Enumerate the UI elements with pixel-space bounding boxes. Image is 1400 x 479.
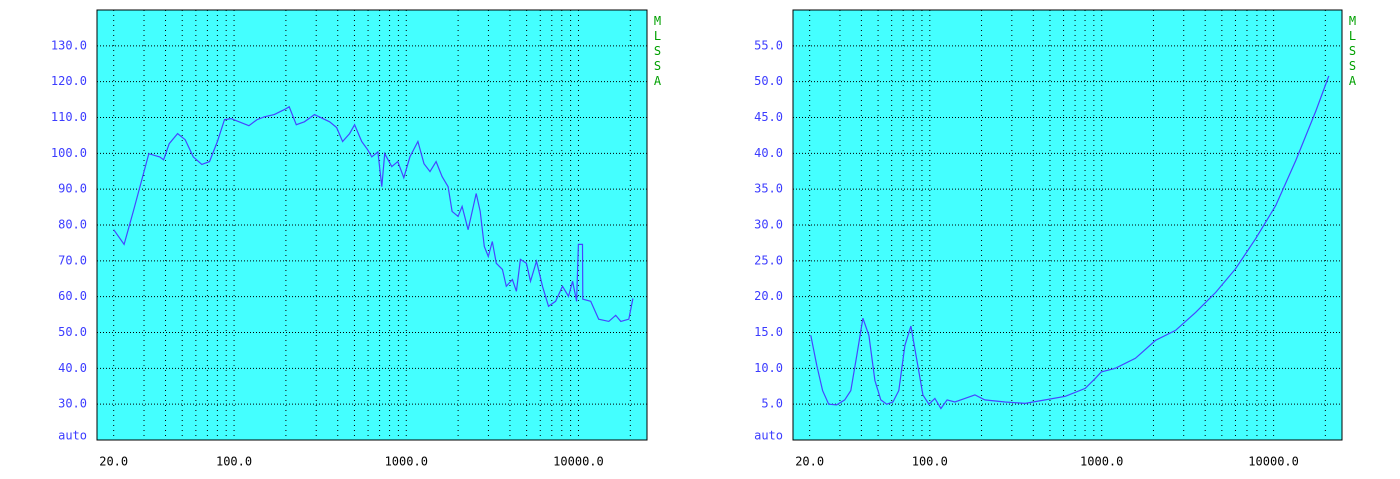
y-tick-label: 45.0	[754, 110, 783, 124]
x-tick-label: 10000.0	[553, 455, 604, 469]
side-label: MLSSA	[1346, 14, 1360, 89]
plot-area	[96, 9, 648, 441]
plot-area	[792, 9, 1343, 441]
y-tick-label: 70.0	[58, 253, 87, 267]
x-tick-label: 20.0	[795, 455, 824, 469]
y-tick-label: 15.0	[754, 325, 783, 339]
y-tick-label: 55.0	[754, 38, 783, 52]
y-tick-label: 130.0	[51, 38, 87, 52]
y-tick-label: 50.0	[754, 74, 783, 88]
y-tick-label: 35.0	[754, 182, 783, 196]
y-tick-label: 40.0	[754, 146, 783, 160]
y-tick-label: auto	[58, 429, 87, 443]
y-tick-label: 25.0	[754, 253, 783, 267]
y-tick-label: 10.0	[754, 361, 783, 375]
y-tick-label: 120.0	[51, 74, 87, 88]
y-tick-label: 100.0	[51, 146, 87, 160]
x-tick-label: 100.0	[216, 455, 252, 469]
y-tick-label: 50.0	[58, 325, 87, 339]
y-tick-label: 110.0	[51, 110, 87, 124]
y-tick-label: 30.0	[58, 397, 87, 411]
y-tick-label: 80.0	[58, 218, 87, 232]
y-tick-label: 5.0	[761, 397, 783, 411]
data-line	[810, 75, 1330, 410]
y-tick-label: auto	[754, 429, 783, 443]
y-tick-label: 60.0	[58, 289, 87, 303]
y-tick-label: 40.0	[58, 361, 87, 375]
x-tick-label: 20.0	[99, 455, 128, 469]
y-tick-label: 30.0	[754, 218, 783, 232]
x-tick-label: 1000.0	[1080, 455, 1123, 469]
side-label: MLSSA	[651, 14, 665, 89]
x-tick-label: 100.0	[912, 455, 948, 469]
x-tick-label: 1000.0	[385, 455, 428, 469]
y-tick-label: 90.0	[58, 182, 87, 196]
y-tick-label: 20.0	[754, 289, 783, 303]
x-tick-label: 10000.0	[1248, 455, 1299, 469]
data-line	[113, 105, 634, 323]
